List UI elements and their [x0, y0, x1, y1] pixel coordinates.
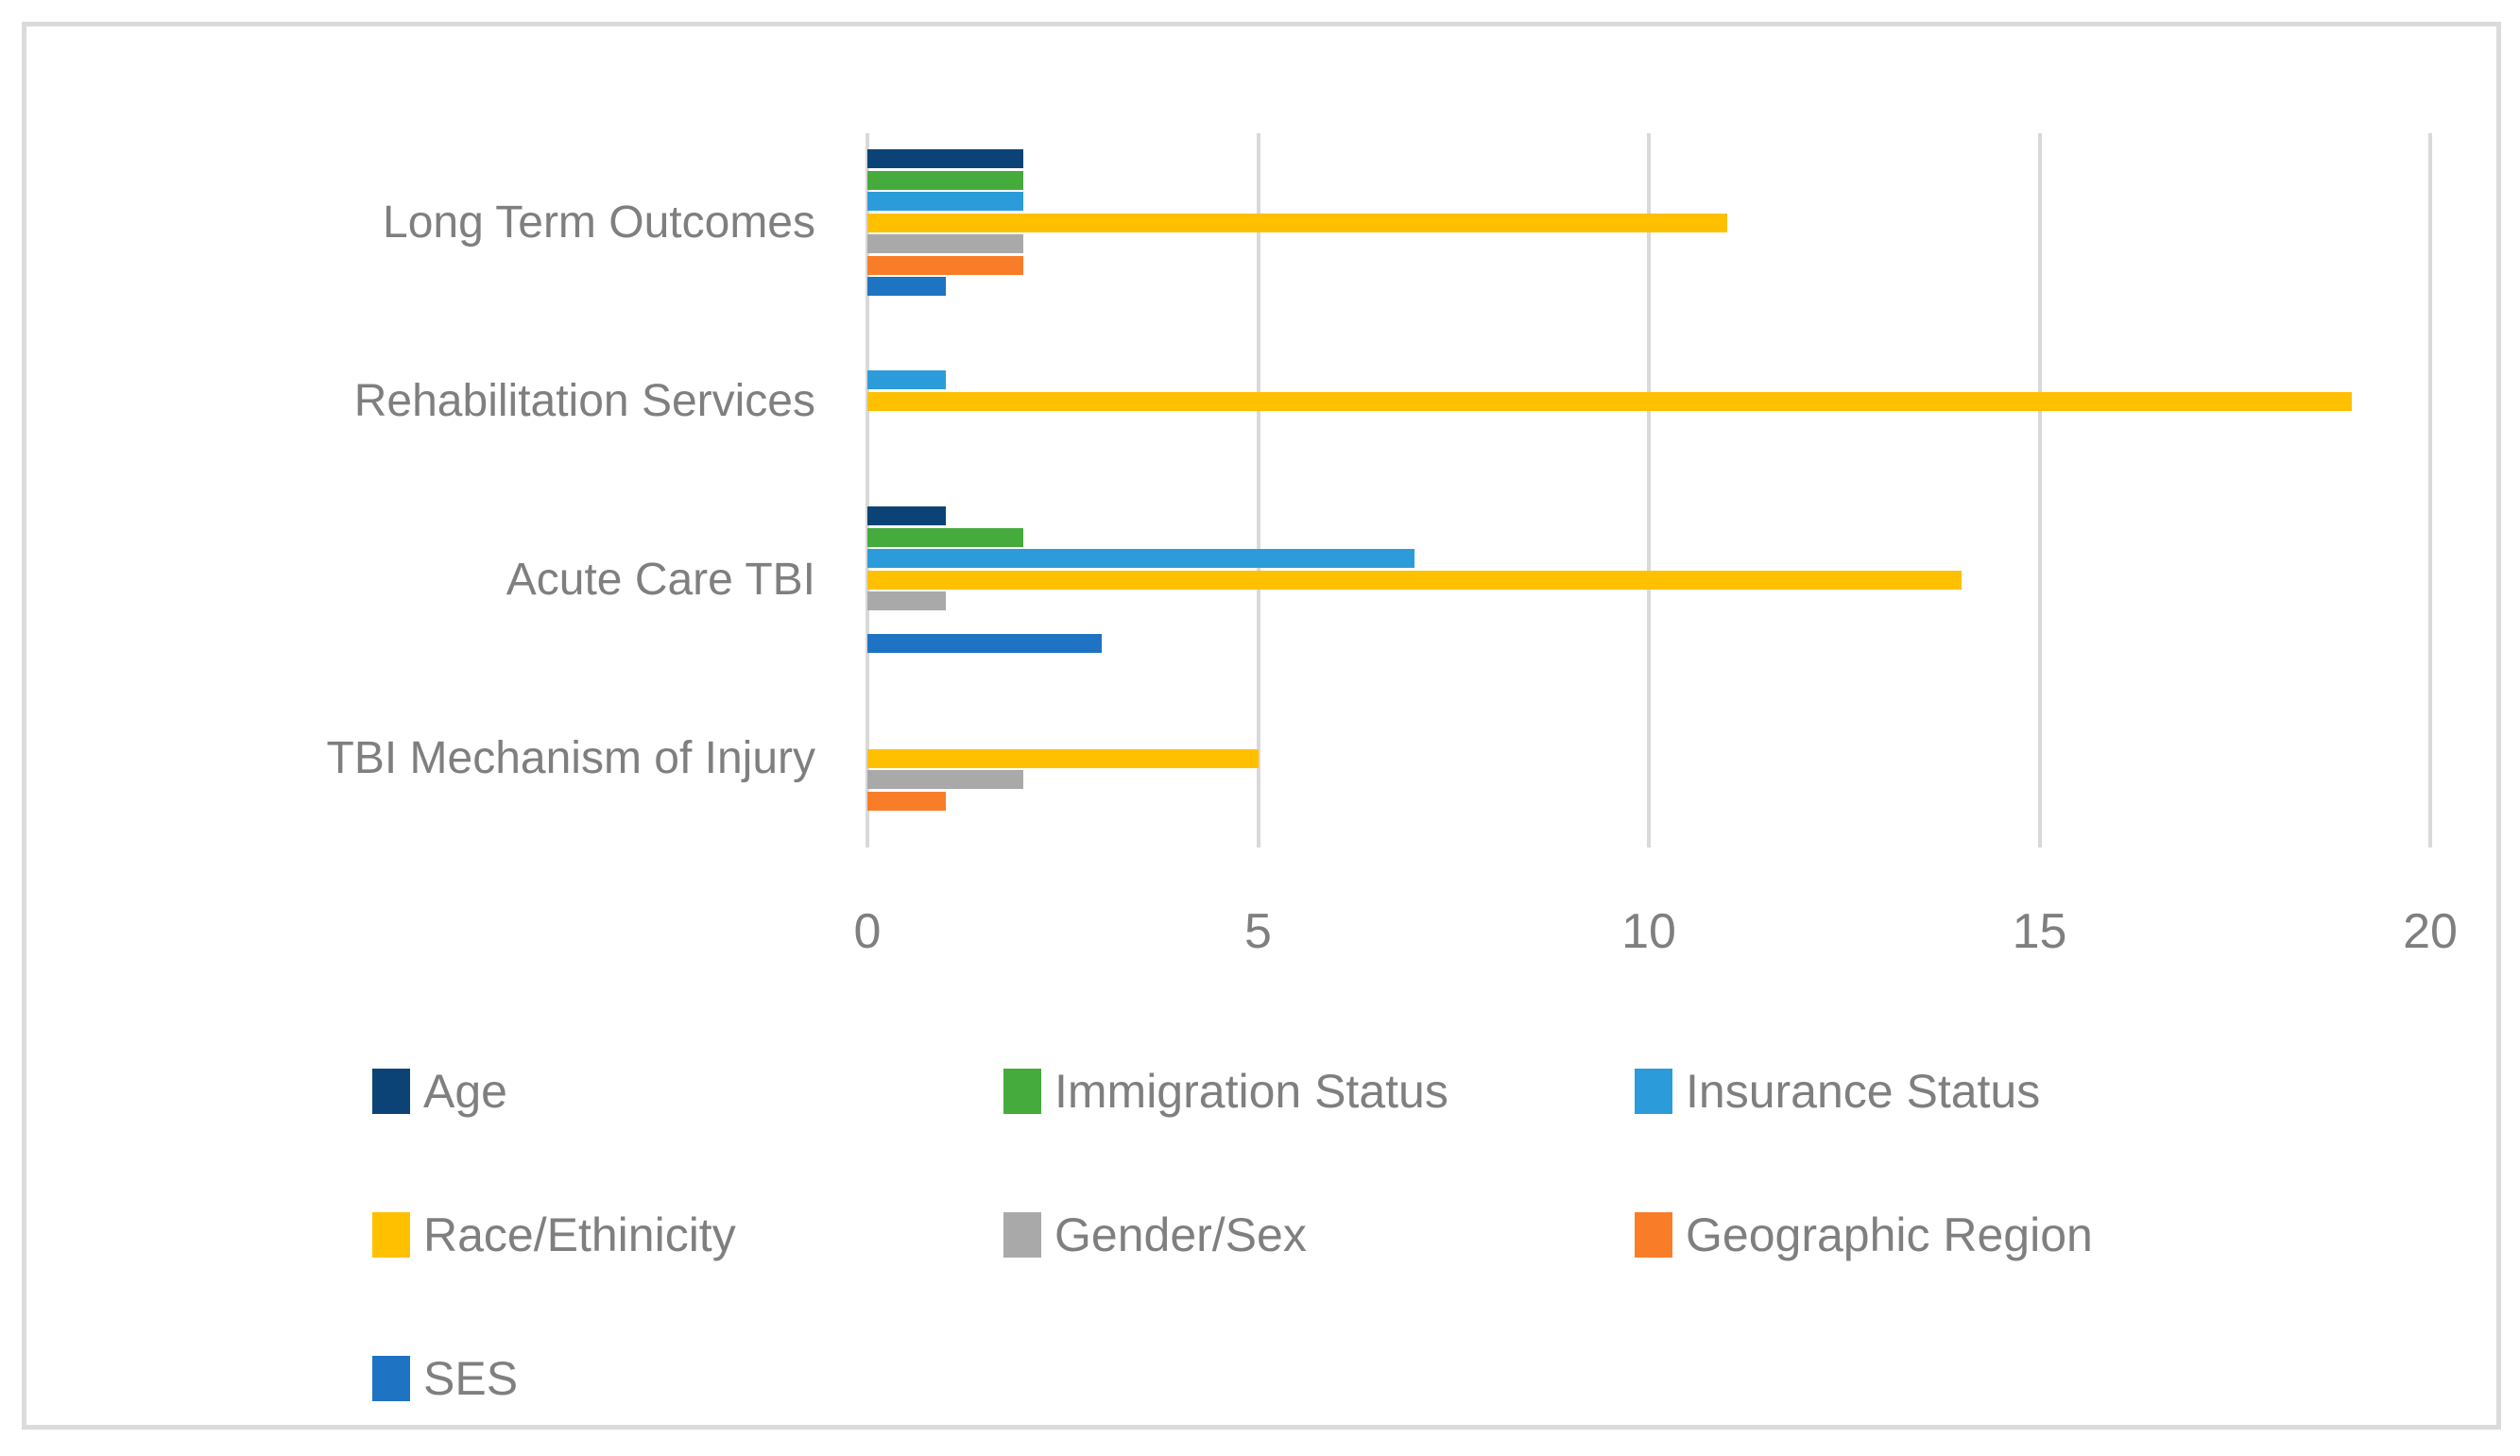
legend-item-immigration-status: Immigration Status	[1003, 1058, 1635, 1124]
legend-label: Geographic Region	[1686, 1208, 2093, 1261]
bar-slot	[867, 612, 2474, 634]
category-label: Rehabilitation Services	[353, 376, 815, 426]
bar-slot	[867, 369, 2474, 391]
bar-slot	[867, 255, 2474, 277]
legend-label: Age	[423, 1065, 507, 1118]
legend-label: Insurance Status	[1686, 1065, 2041, 1118]
bar-slot	[867, 570, 2474, 591]
chart-frame: Long Term Outcomes Rehabilitation Service…	[22, 22, 2501, 1430]
bar-slot	[867, 727, 2474, 748]
bar-gender-sex	[867, 234, 1024, 254]
legend-label: Immigration Status	[1054, 1065, 1449, 1118]
x-tick-label: 20	[2403, 904, 2458, 959]
legend: Age Immigration Status Insurance Status Rac…	[372, 1058, 2093, 1412]
bar-slot	[867, 148, 2474, 170]
legend-item-gender-sex: Gender/Sex	[1003, 1202, 1635, 1268]
bar-insurance-status	[867, 192, 1024, 212]
x-tick-label: 10	[1621, 904, 1676, 959]
bar-slot	[867, 505, 2474, 527]
bar-race-ethinicity	[867, 570, 1962, 590]
bar-slot	[867, 276, 2474, 298]
bar-ses	[867, 634, 1103, 654]
bar-slot	[867, 548, 2474, 570]
bar-slot	[867, 454, 2474, 476]
legend-swatch	[1003, 1212, 1041, 1258]
category-label: Long Term Outcomes	[383, 197, 815, 248]
bar-slot	[867, 213, 2474, 234]
bar-slot	[867, 527, 2474, 549]
bar-group	[867, 684, 2474, 833]
legend-label: SES	[423, 1352, 519, 1405]
bar-slot	[867, 191, 2474, 213]
legend-item-ses: SES	[372, 1345, 1003, 1412]
x-tick-label: 5	[1244, 904, 1272, 959]
bar-slot	[867, 327, 2474, 349]
bar-slot	[867, 633, 2474, 655]
category-label: TBI Mechanism of Injury	[326, 733, 816, 783]
bar-gender-sex	[867, 770, 1024, 790]
x-tick-label: 15	[2012, 904, 2067, 959]
bar-slot	[867, 349, 2474, 370]
gridline	[2428, 133, 2432, 848]
gridline	[866, 133, 869, 848]
bar-ses	[867, 277, 946, 297]
bar-group	[867, 148, 2474, 298]
plot-area	[866, 133, 2474, 848]
bar-slot	[867, 170, 2474, 192]
bar-slot	[867, 791, 2474, 813]
legend-item-age: Age	[372, 1058, 1003, 1124]
bar-gender-sex	[867, 591, 946, 611]
bar-insurance-status	[867, 549, 1414, 569]
legend-label: Race/Ethinicity	[423, 1208, 736, 1261]
bar-slot	[867, 812, 2474, 833]
bar-slot	[867, 706, 2474, 728]
category-label: Acute Care TBI	[506, 555, 815, 605]
legend-item-insurance-status: Insurance Status	[1635, 1058, 2093, 1124]
bar-slot	[867, 684, 2474, 706]
x-tick-label: 0	[853, 904, 882, 959]
bar-race-ethinicity	[867, 391, 2353, 411]
legend-item-race-ethinicity: Race/Ethinicity	[372, 1202, 1003, 1268]
legend-swatch	[1003, 1069, 1041, 1114]
bar-race-ethinicity	[867, 213, 1727, 232]
bar-geographic-region	[867, 791, 946, 811]
bar-insurance-status	[867, 370, 946, 390]
legend-item-geographic-region: Geographic Region	[1635, 1202, 2093, 1268]
legend-label: Gender/Sex	[1054, 1208, 1307, 1261]
bar-geographic-region	[867, 255, 1024, 275]
bar-immigration-status	[867, 170, 1024, 190]
bar-race-ethinicity	[867, 748, 1259, 768]
bar-age	[867, 149, 1024, 169]
legend-swatch	[1635, 1212, 1672, 1258]
bar-slot	[867, 748, 2474, 770]
legend-swatch	[372, 1212, 410, 1258]
legend-swatch	[372, 1069, 410, 1114]
gridline	[1647, 133, 1651, 848]
bar-slot	[867, 391, 2474, 413]
bar-immigration-status	[867, 527, 1024, 547]
bar-slot	[867, 233, 2474, 255]
bar-group	[867, 327, 2474, 476]
bar-group	[867, 505, 2474, 655]
bar-slot	[867, 591, 2474, 612]
gridline	[2037, 133, 2042, 848]
legend-swatch	[1635, 1069, 1672, 1114]
bar-age	[867, 506, 946, 526]
bar-slot	[867, 434, 2474, 455]
gridline	[1256, 133, 1260, 848]
bar-slot	[867, 412, 2474, 434]
legend-swatch	[372, 1356, 410, 1401]
bar-slot	[867, 769, 2474, 791]
